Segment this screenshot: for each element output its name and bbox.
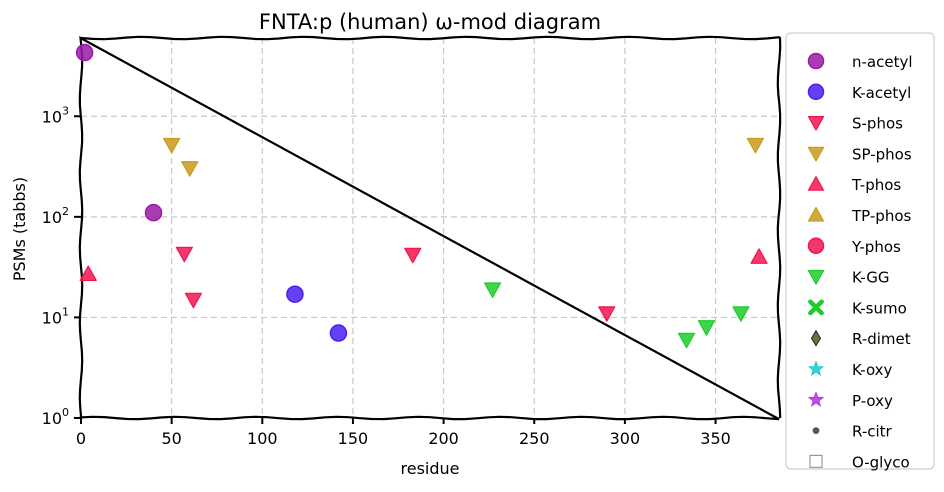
legend-items: n-acetyl K-acetyl S-phos SP-phos T-phos TP-ph… xyxy=(807,52,913,471)
plot-frame xyxy=(78,35,782,421)
legend-label: K-oxy xyxy=(852,361,893,379)
legend-marker xyxy=(807,237,825,255)
legend-label: O-glyco xyxy=(852,453,910,471)
data-point xyxy=(697,320,716,336)
legend-marker xyxy=(807,52,825,70)
legend: n-acetyl K-acetyl S-phos SP-phos T-phos TP-ph… xyxy=(785,32,935,471)
legend-marker xyxy=(807,360,825,377)
data-point xyxy=(677,332,696,349)
data-point xyxy=(181,161,199,177)
legend-marker xyxy=(808,299,824,316)
data-point xyxy=(483,282,502,298)
legend-marker xyxy=(807,146,825,162)
legend-marker xyxy=(809,454,823,468)
data-point xyxy=(144,203,163,222)
data-point xyxy=(329,324,348,342)
legend-label: n-acetyl xyxy=(852,53,913,71)
x-tick-label: 150 xyxy=(338,429,369,448)
chart-title: FNTA:p (human) ω-mod diagram xyxy=(259,10,601,34)
x-tick-label: 250 xyxy=(519,429,550,448)
legend-box xyxy=(785,32,935,470)
data-point xyxy=(79,265,97,282)
y-tick-label: 102 xyxy=(42,205,69,227)
legend-label: TP-phos xyxy=(851,207,911,225)
legend-marker xyxy=(807,115,825,131)
x-tick-label: 0 xyxy=(76,429,86,448)
legend-label: T-phos xyxy=(851,176,901,194)
data-point xyxy=(286,285,304,303)
x-tick-label: 300 xyxy=(610,429,641,448)
y-tick-label: 101 xyxy=(42,305,69,327)
y-tick-label: 103 xyxy=(42,104,69,126)
legend-label: P-oxy xyxy=(852,392,893,410)
legend-label: SP-phos xyxy=(852,145,912,163)
data-point xyxy=(175,246,193,263)
legend-label: R-dimet xyxy=(852,330,911,348)
legend-label: Y-phos xyxy=(851,238,901,256)
data-point xyxy=(184,292,203,309)
legend-label: K-GG xyxy=(852,269,889,287)
data-point xyxy=(746,137,765,154)
x-tick-label: 350 xyxy=(700,429,731,448)
data-point xyxy=(404,247,422,264)
x-axis-label: residue xyxy=(401,459,460,478)
legend-marker xyxy=(807,270,825,285)
legend-marker xyxy=(812,427,820,434)
data-point xyxy=(732,306,750,322)
x-tick-label: 200 xyxy=(428,429,459,448)
legend-label: S-phos xyxy=(852,115,903,133)
data-point xyxy=(163,137,181,154)
x-tick-label: 50 xyxy=(161,429,181,448)
legend-label: R-citr xyxy=(852,423,893,441)
legend-marker xyxy=(810,329,822,347)
legend-label: K-sumo xyxy=(852,299,907,317)
legend-marker xyxy=(807,176,825,191)
y-tick-label: 100 xyxy=(42,406,69,428)
x-tick-label: 100 xyxy=(247,429,278,448)
legend-marker xyxy=(807,206,825,222)
legend-marker xyxy=(807,391,825,407)
grid xyxy=(81,38,779,418)
y-axis-label: PSMs (tabbs) xyxy=(10,177,29,281)
data-points xyxy=(75,43,768,349)
x-tick-labels: 0 50 100 150 200 250 300 350 xyxy=(76,429,731,448)
legend-marker xyxy=(807,83,825,101)
data-point xyxy=(598,306,616,322)
axis-ticks xyxy=(74,115,717,424)
data-point xyxy=(75,43,94,62)
y-tick-labels: 100 101 102 103 xyxy=(42,104,69,428)
data-point xyxy=(750,248,768,264)
legend-label: K-acetyl xyxy=(852,84,911,102)
